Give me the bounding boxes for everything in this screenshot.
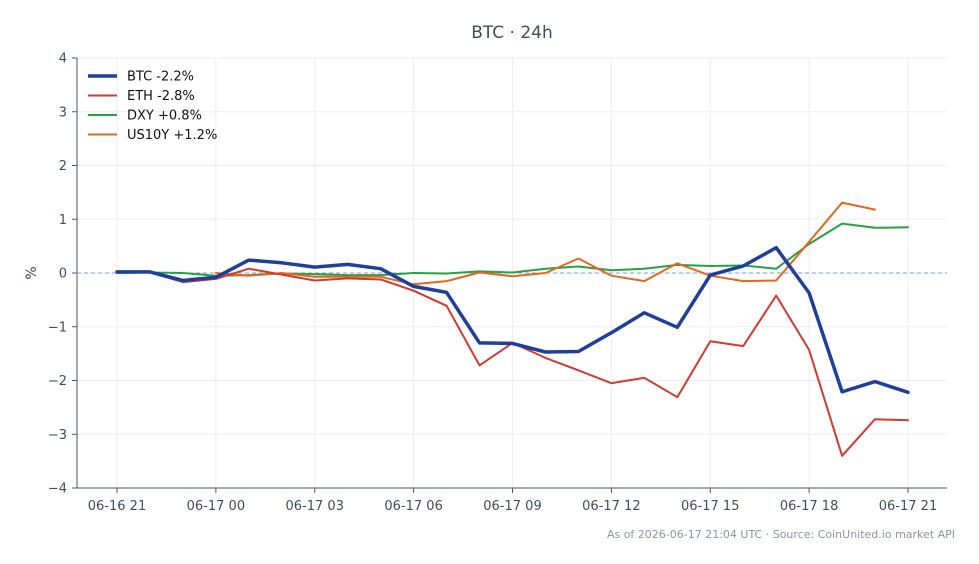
legend-label: BTC -2.2%: [127, 70, 194, 85]
y-tick-label: −4: [48, 482, 67, 497]
x-axis-ticks: 06-16 21 06-17 00 06-17 03 06-17 06 06-17 09…: [88, 488, 937, 514]
x-tick-label: 06-17 18: [780, 499, 838, 514]
legend-label: ETH -2.8%: [127, 89, 195, 104]
y-tick-label: −1: [48, 320, 67, 335]
y-axis-ticks: 4 3 2 1 0 −1 −2 −3 −4: [48, 52, 77, 497]
y-tick-label: 4: [59, 52, 67, 67]
legend-label: US10Y +1.2%: [127, 128, 217, 143]
y-axis-label: %: [24, 266, 40, 279]
chart-title: BTC · 24h: [471, 23, 553, 43]
y-tick-label: 3: [59, 105, 67, 120]
x-tick-label: 06-17 15: [681, 499, 739, 514]
legend: BTC -2.2% ETH -2.8% DXY +0.8% US10Y +1.2%: [88, 70, 217, 143]
y-tick-label: 0: [59, 267, 67, 282]
x-tick-label: 06-17 21: [879, 499, 937, 514]
y-tick-label: 1: [59, 213, 67, 228]
x-tick-label: 06-17 06: [384, 499, 442, 514]
y-tick-label: −3: [48, 428, 67, 443]
x-tick-label: 06-16 21: [88, 499, 146, 514]
y-tick-label: 2: [59, 159, 67, 174]
footer-note: As of 2026-06-17 21:04 UTC · Source: Coi…: [607, 528, 955, 541]
x-tick-label: 06-17 09: [483, 499, 541, 514]
x-tick-label: 06-17 03: [286, 499, 344, 514]
y-tick-label: −2: [48, 374, 67, 389]
legend-label: DXY +0.8%: [127, 109, 202, 124]
x-tick-label: 06-17 00: [187, 499, 245, 514]
series-lines: [115, 201, 910, 457]
x-tick-label: 06-17 12: [582, 499, 640, 514]
